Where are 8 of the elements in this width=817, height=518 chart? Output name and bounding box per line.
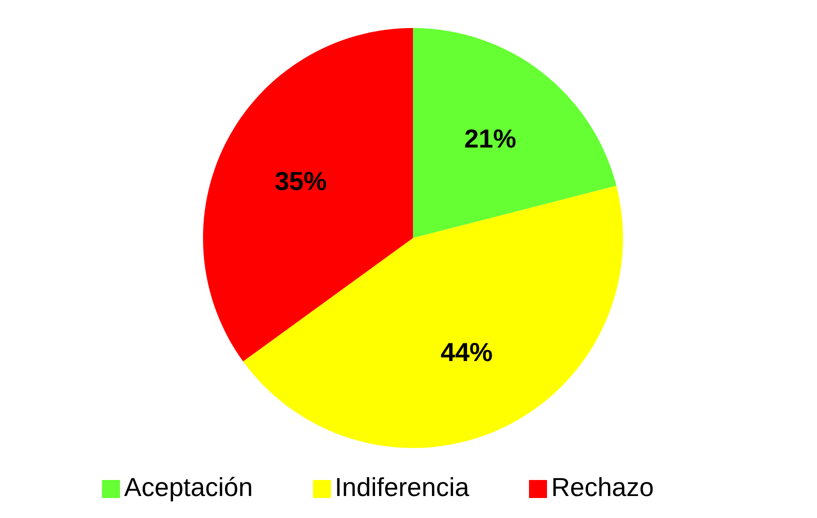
legend-label: Indiferencia (334, 472, 470, 502)
data-label: 44% (440, 337, 493, 368)
data-label: 35% (274, 166, 327, 196)
legend-label: Rechazo (551, 472, 654, 502)
pie-slice (203, 28, 413, 362)
data-label: 21% (464, 123, 516, 154)
pie-slice (413, 28, 616, 238)
legend-label: Aceptación (124, 472, 253, 502)
